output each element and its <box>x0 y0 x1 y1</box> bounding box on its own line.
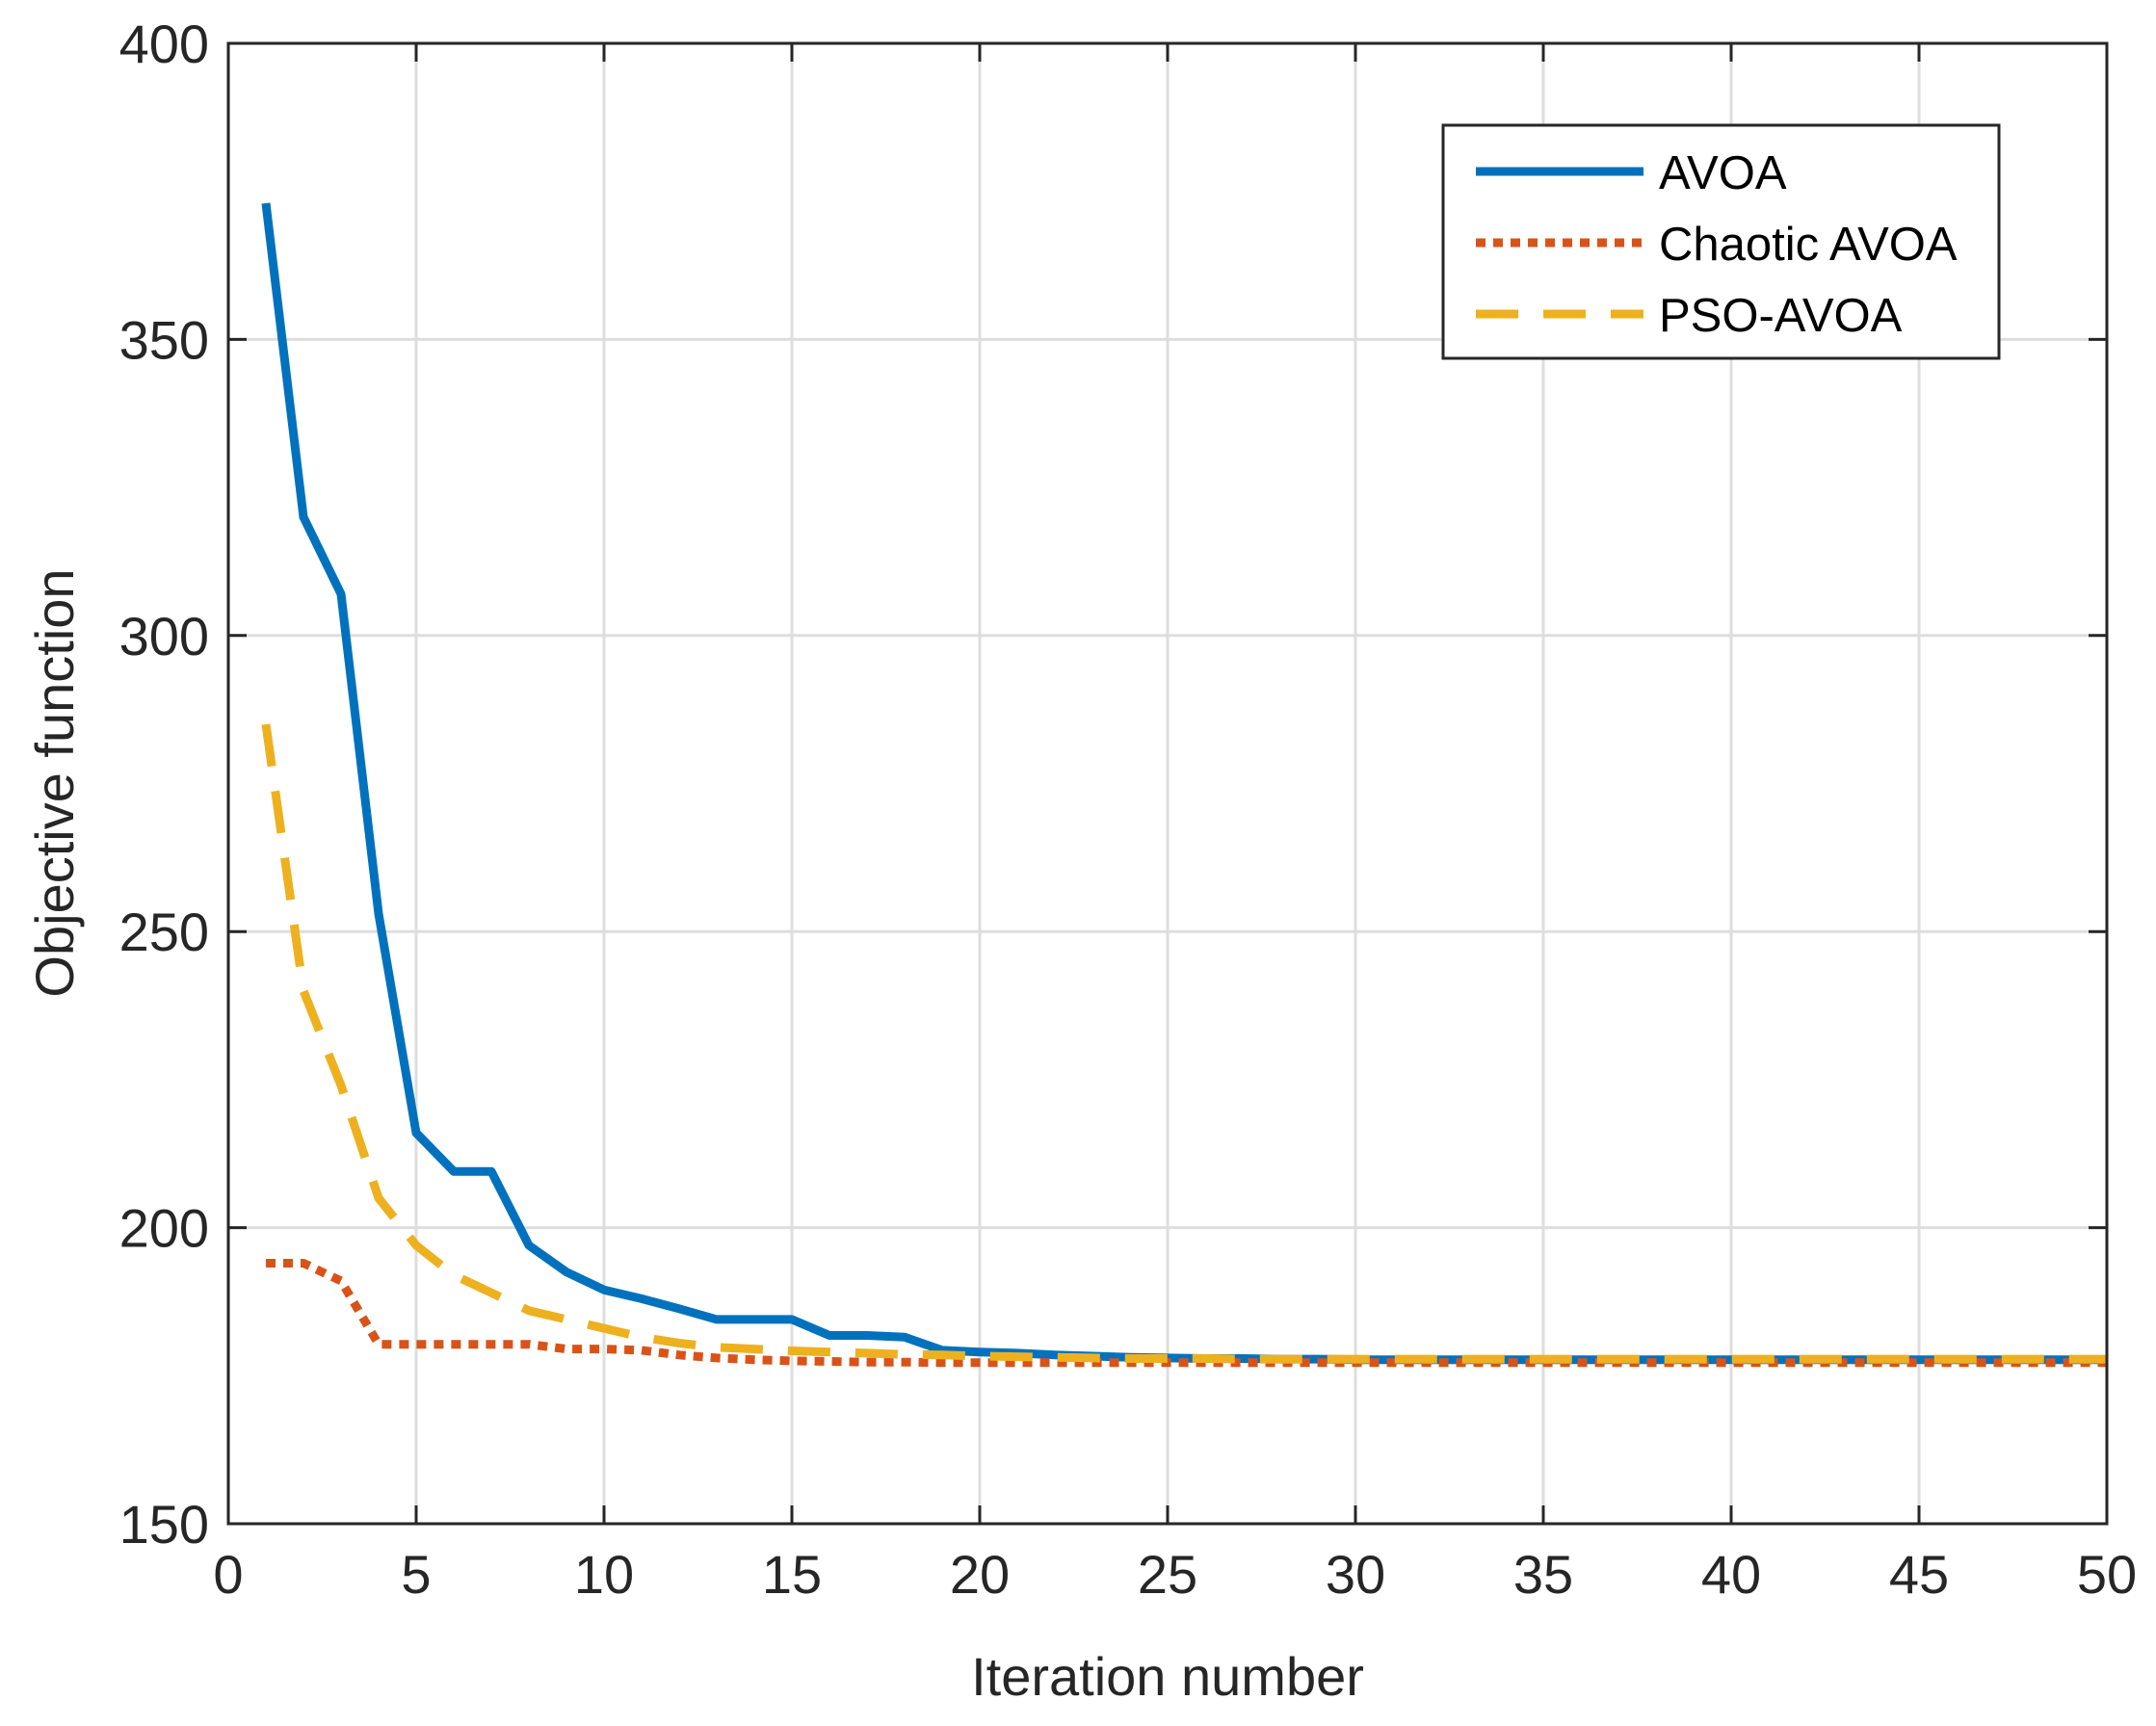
y-tick-label: 200 <box>119 1198 209 1259</box>
x-tick-label: 35 <box>1513 1544 1573 1605</box>
legend: AVOA Chaotic AVOA PSO-AVOA <box>1441 123 2001 360</box>
legend-label-pso-avoa: PSO-AVOA <box>1659 290 1903 342</box>
series-layer <box>261 202 2107 1368</box>
y-tick-label: 150 <box>119 1494 209 1555</box>
ticks <box>226 41 2109 1526</box>
x-tick-label: 10 <box>574 1544 634 1605</box>
x-tick-label: 5 <box>401 1544 431 1605</box>
x-axis-title: Iteration number <box>971 1646 1364 1707</box>
grid <box>228 43 2107 1524</box>
y-axis-title: Objective function <box>24 568 85 997</box>
y-tick-label: 300 <box>119 606 209 667</box>
x-tick-label: 15 <box>762 1544 822 1605</box>
x-tick-label: 45 <box>1889 1544 1949 1605</box>
legend-label-chaotic-avoa: Chaotic AVOA <box>1659 219 1958 271</box>
legend-label-avoa: AVOA <box>1659 147 1787 199</box>
x-tick-label: 30 <box>1326 1544 1385 1605</box>
x-tick-label: 25 <box>1138 1544 1197 1605</box>
y-tick-label: 250 <box>119 902 209 962</box>
x-tick-label: 40 <box>1701 1544 1761 1605</box>
x-tick-label: 50 <box>2077 1544 2137 1605</box>
x-tick-label: 0 <box>213 1544 243 1605</box>
y-tick-label: 400 <box>119 13 209 74</box>
tick-labels: 0 5 10 15 20 25 30 35 40 45 50 150 200 250 300 350 400 <box>119 13 2138 1605</box>
series-line-chaotic-avoa <box>266 1259 2107 1368</box>
x-tick-label: 20 <box>950 1544 1010 1605</box>
y-tick-label: 350 <box>119 309 209 370</box>
series-line-pso-avoa <box>261 723 2107 1364</box>
